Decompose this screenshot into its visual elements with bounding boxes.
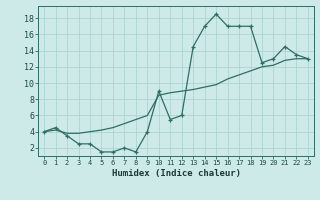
X-axis label: Humidex (Indice chaleur): Humidex (Indice chaleur) [111, 169, 241, 178]
